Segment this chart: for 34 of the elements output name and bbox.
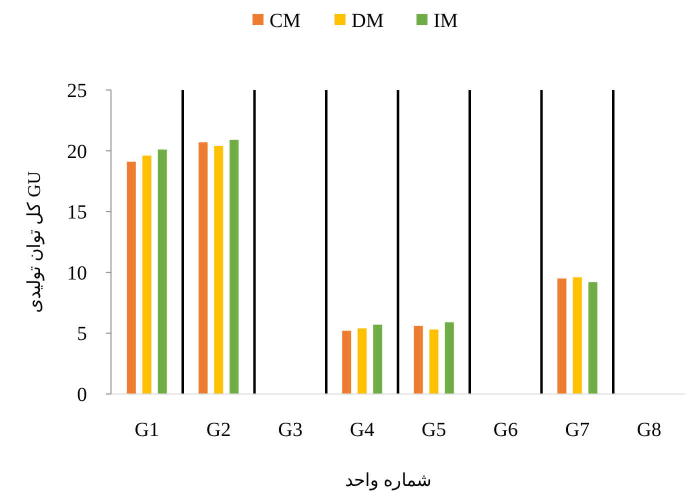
y-tick-label: 10 — [67, 262, 87, 284]
bar — [126, 162, 136, 394]
bar — [429, 330, 438, 394]
legend-label: IM — [434, 10, 458, 32]
x-tick-label: G4 — [350, 419, 374, 441]
bar — [358, 328, 367, 394]
x-tick-label: G7 — [565, 419, 590, 441]
y-tick-label: 0 — [77, 384, 87, 406]
bar — [230, 140, 239, 394]
bar — [572, 277, 582, 394]
y-tick-label: 15 — [67, 202, 87, 224]
legend-label: CM — [270, 10, 301, 32]
bar — [414, 326, 423, 394]
x-tick-label: G5 — [422, 419, 446, 441]
legend-label: DM — [352, 10, 384, 32]
bar — [373, 324, 382, 394]
x-tick-label: G6 — [493, 419, 518, 441]
x-tick-label: G8 — [636, 419, 662, 441]
bar — [198, 142, 208, 394]
bar — [142, 156, 152, 394]
bar — [444, 322, 454, 394]
bar — [342, 330, 352, 394]
x-tick-label: G3 — [278, 419, 303, 441]
y-tick-label: 20 — [67, 140, 87, 163]
x-tick-label: G2 — [206, 419, 231, 441]
bar — [557, 278, 566, 394]
y-tick-label: 25 — [67, 80, 87, 102]
bar — [214, 146, 224, 394]
x-axis-title: شماره واحد — [344, 470, 432, 491]
y-axis-title: کل توان تولیدی GU — [24, 171, 45, 313]
x-tick-label: G1 — [134, 419, 160, 441]
bar — [158, 150, 167, 394]
y-tick-label: 5 — [77, 323, 87, 346]
bar — [588, 282, 598, 394]
